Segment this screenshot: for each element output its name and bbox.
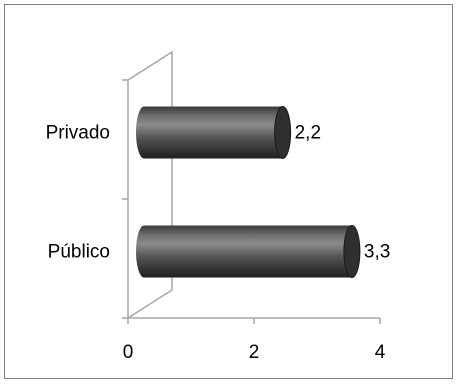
chart-frame	[4, 4, 453, 379]
bar-value-label: 3,3	[364, 242, 390, 263]
bar-body	[144, 225, 352, 278]
x-tick-label: 2	[249, 342, 260, 363]
chart-bars	[136, 106, 361, 278]
bar	[136, 225, 361, 278]
bar-left-end	[136, 225, 152, 278]
chart-labels: 0 2 4 3,3 Público 2,2 Privado	[46, 123, 391, 364]
bar	[136, 106, 292, 159]
x-tick-label: 0	[123, 342, 134, 363]
bar-value-label: 2,2	[295, 123, 321, 144]
chart-axes	[122, 50, 381, 324]
category-label: Privado	[46, 123, 110, 144]
bar-left-end	[136, 106, 152, 159]
back-wall-outline	[127, 50, 173, 319]
category-label: Público	[48, 242, 110, 263]
bar-cap	[343, 225, 361, 278]
x-tick-label: 4	[375, 342, 386, 363]
bar-cap	[274, 106, 292, 159]
bar-body	[144, 106, 283, 159]
